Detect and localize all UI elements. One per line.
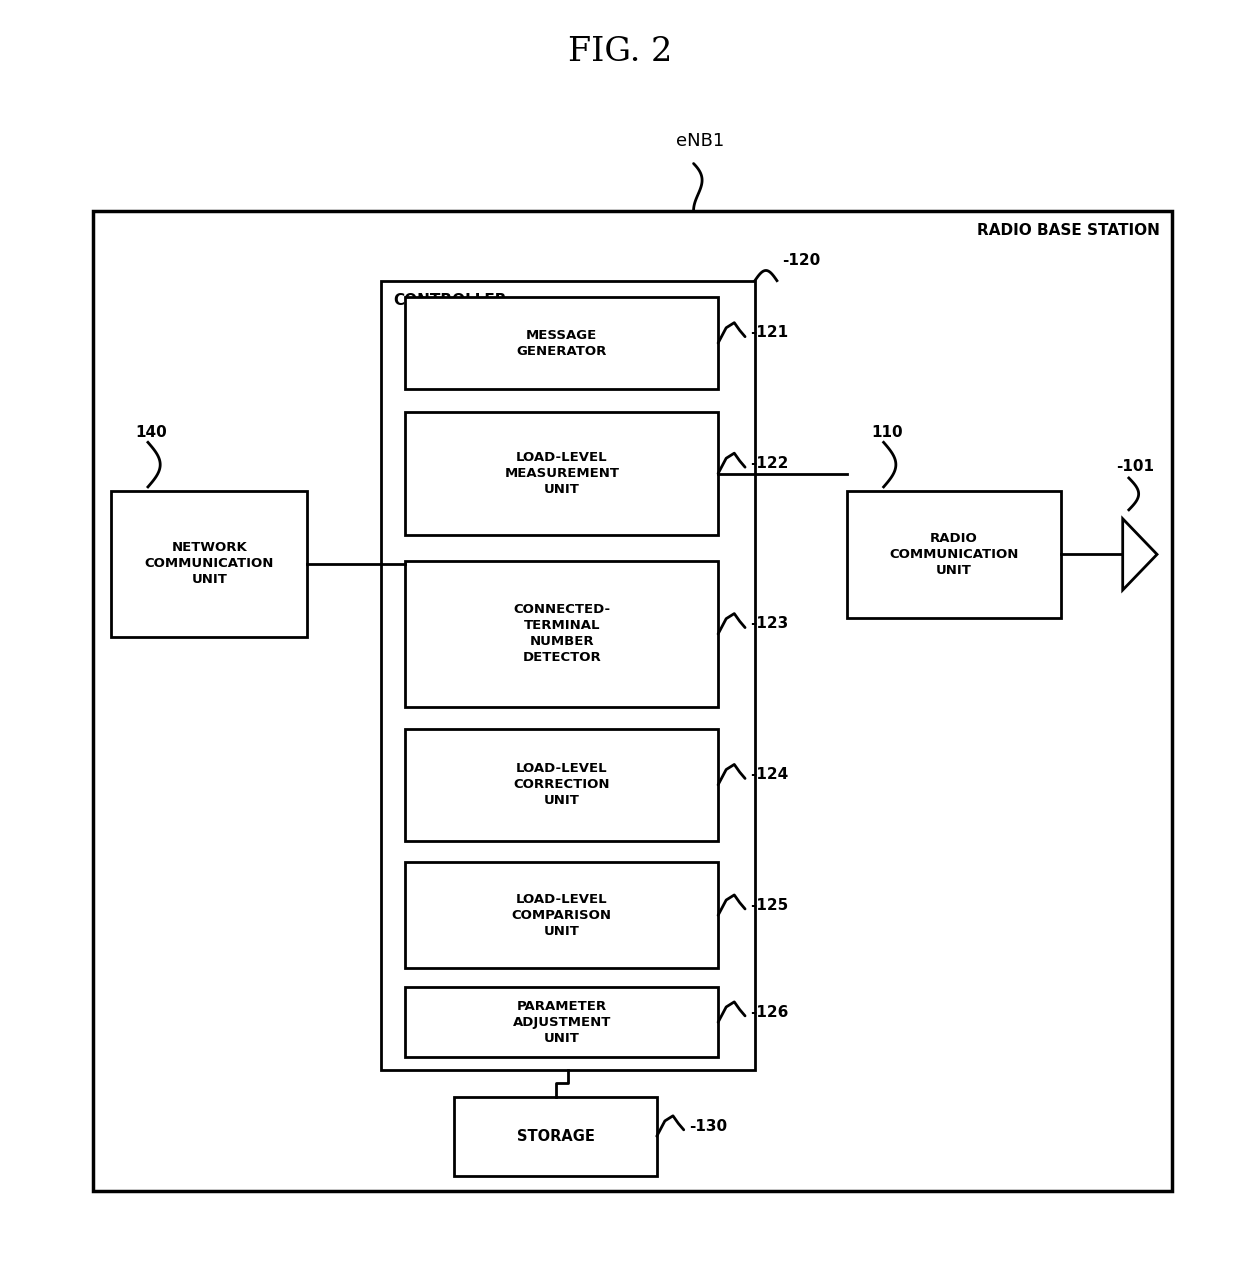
Text: LOAD-LEVEL
MEASUREMENT
UNIT: LOAD-LEVEL MEASUREMENT UNIT — [505, 450, 619, 495]
Text: -120: -120 — [782, 254, 820, 268]
Bar — [405, 412, 718, 535]
Text: -121: -121 — [750, 326, 789, 340]
Bar — [405, 561, 718, 707]
Text: -124: -124 — [750, 767, 789, 782]
Bar — [381, 281, 755, 1069]
Text: PARAMETER
ADJUSTMENT
UNIT: PARAMETER ADJUSTMENT UNIT — [512, 1000, 611, 1045]
Bar — [405, 728, 718, 840]
Text: LOAD-LEVEL
CORRECTION
UNIT: LOAD-LEVEL CORRECTION UNIT — [513, 762, 610, 807]
Text: -126: -126 — [750, 1005, 789, 1019]
Text: eNB1: eNB1 — [676, 131, 724, 149]
Bar — [847, 490, 1061, 618]
Text: 110: 110 — [872, 425, 903, 440]
Text: MESSAGE
GENERATOR: MESSAGE GENERATOR — [517, 328, 606, 358]
Bar — [405, 862, 718, 968]
Text: LOAD-LEVEL
COMPARISON
UNIT: LOAD-LEVEL COMPARISON UNIT — [512, 893, 611, 938]
Text: FIG. 2: FIG. 2 — [568, 36, 672, 67]
Text: NETWORK
COMMUNICATION
UNIT: NETWORK COMMUNICATION UNIT — [145, 542, 274, 587]
Bar — [455, 1097, 657, 1175]
Text: -122: -122 — [750, 456, 789, 471]
Text: RADIO
COMMUNICATION
UNIT: RADIO COMMUNICATION UNIT — [889, 532, 1019, 577]
Text: 140: 140 — [135, 425, 167, 440]
Text: -125: -125 — [750, 897, 789, 912]
Text: RADIO BASE STATION: RADIO BASE STATION — [977, 224, 1159, 238]
Text: -130: -130 — [688, 1118, 727, 1134]
Text: STORAGE: STORAGE — [517, 1129, 594, 1144]
Text: -123: -123 — [750, 616, 789, 631]
Text: -101: -101 — [1116, 459, 1154, 474]
Bar — [405, 297, 718, 389]
Text: CONTROLLER: CONTROLLER — [393, 293, 507, 309]
Text: CONNECTED-
TERMINAL
NUMBER
DETECTOR: CONNECTED- TERMINAL NUMBER DETECTOR — [513, 604, 610, 664]
Bar — [93, 211, 1172, 1190]
Bar — [112, 490, 308, 637]
Bar — [405, 987, 718, 1057]
